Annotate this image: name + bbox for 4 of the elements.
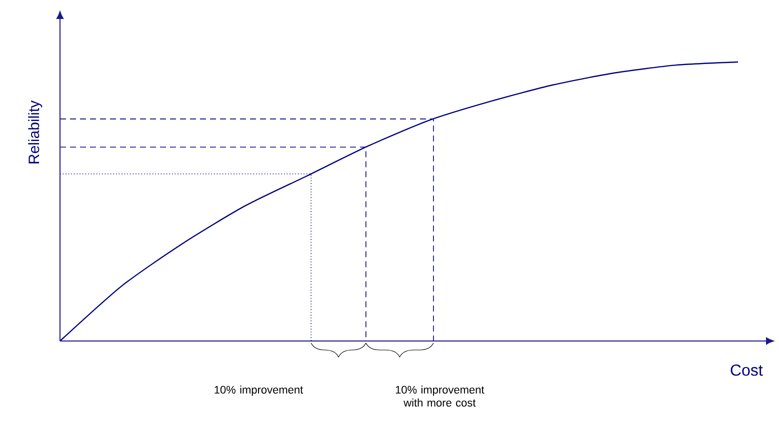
text: 10% improvement (214, 386, 304, 396)
text: 10% improvement with more cost (396, 386, 484, 407)
x-axis-title: Cost (730, 364, 763, 376)
y-axis-title: Reliability (28, 100, 42, 164)
